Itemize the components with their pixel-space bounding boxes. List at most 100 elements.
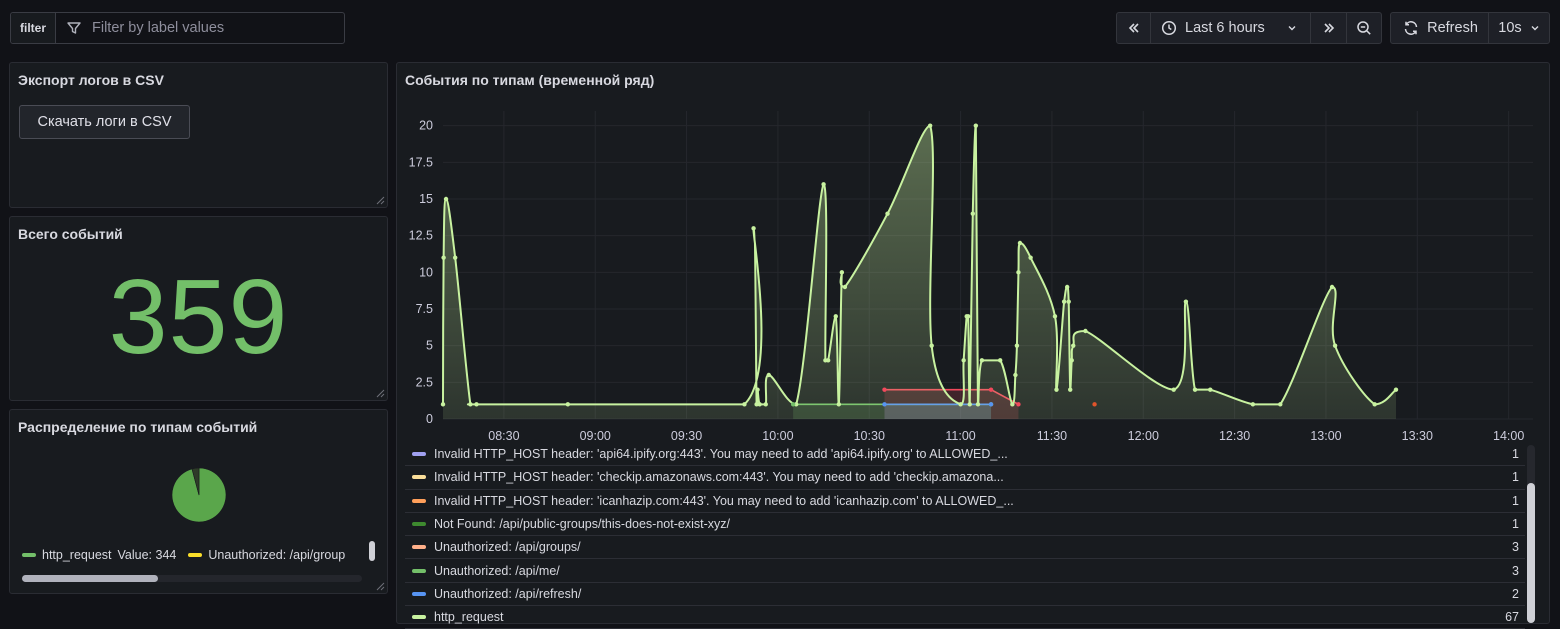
data-point[interactable]: [742, 402, 747, 407]
data-point[interactable]: [1171, 387, 1176, 392]
data-point[interactable]: [1028, 255, 1033, 260]
data-point[interactable]: [1064, 284, 1070, 290]
data-point[interactable]: [1066, 299, 1071, 304]
data-point[interactable]: [1329, 284, 1335, 290]
data-point[interactable]: [821, 182, 826, 187]
data-point[interactable]: [836, 402, 842, 407]
data-point[interactable]: [1372, 402, 1377, 407]
legend-row[interactable]: Unauthorized: /api/refresh/2: [405, 583, 1525, 607]
data-point[interactable]: [1014, 343, 1020, 348]
legend-row[interactable]: http_request 67: [405, 606, 1525, 629]
legend-series-name[interactable]: Unauthorized: /api/me/: [434, 563, 560, 578]
legend-series-name[interactable]: http_request: [434, 610, 504, 625]
filter-input[interactable]: [92, 20, 332, 36]
legend-item-label[interactable]: Unauthorized: /api/group: [208, 548, 346, 562]
data-point[interactable]: [966, 314, 971, 319]
resize-handle-icon[interactable]: [375, 195, 385, 205]
data-point[interactable]: [839, 270, 845, 275]
data-point[interactable]: [754, 402, 759, 407]
data-point[interactable]: [1017, 240, 1023, 246]
pie-slice[interactable]: [191, 467, 200, 496]
data-point[interactable]: [1013, 372, 1018, 378]
data-point[interactable]: [755, 387, 760, 392]
resize-handle-icon[interactable]: [375, 581, 385, 591]
data-point[interactable]: [1083, 328, 1088, 334]
data-point[interactable]: [1016, 270, 1021, 275]
data-point[interactable]: [967, 402, 972, 407]
data-point[interactable]: [1183, 299, 1189, 304]
data-point[interactable]: [1192, 387, 1198, 392]
data-point[interactable]: [443, 196, 449, 202]
data-point[interactable]: [882, 402, 887, 407]
time-range-picker[interactable]: Last 6 hours: [1151, 13, 1311, 43]
data-point[interactable]: [1250, 402, 1256, 407]
data-point[interactable]: [929, 343, 934, 348]
data-point[interactable]: [1069, 358, 1074, 363]
refresh-interval-picker[interactable]: 10s: [1489, 13, 1549, 43]
time-forward-button[interactable]: [1311, 13, 1347, 43]
legend-row[interactable]: Unauthorized: /api/groups/3: [405, 536, 1525, 560]
data-point[interactable]: [988, 387, 994, 392]
data-point[interactable]: [441, 255, 446, 260]
legend-row[interactable]: Not Found: /api/public-groups/this-does-…: [405, 513, 1525, 537]
data-point[interactable]: [452, 255, 458, 260]
data-point[interactable]: [988, 402, 994, 407]
refresh-button[interactable]: Refresh: [1391, 13, 1489, 43]
data-point[interactable]: [970, 211, 975, 216]
legend-scrollbar[interactable]: [1527, 483, 1535, 623]
legend-series-name[interactable]: Not Found: /api/public-groups/this-does-…: [434, 517, 730, 532]
data-point[interactable]: [1071, 343, 1076, 348]
data-point[interactable]: [885, 211, 890, 216]
legend-series-name[interactable]: Invalid HTTP_HOST header: 'api64.ipify.o…: [434, 447, 1008, 462]
time-back-button[interactable]: [1117, 13, 1151, 43]
data-point[interactable]: [842, 284, 848, 290]
legend-scrollbar[interactable]: [369, 541, 375, 561]
data-point[interactable]: [979, 358, 985, 363]
data-point[interactable]: [1208, 387, 1213, 392]
data-point[interactable]: [882, 387, 887, 392]
data-point[interactable]: [766, 372, 771, 378]
legend-row[interactable]: Invalid HTTP_HOST header: 'api64.ipify.o…: [405, 443, 1525, 467]
legend-series-name[interactable]: Invalid HTTP_HOST header: 'icanhazip.com…: [434, 493, 1014, 508]
data-point[interactable]: [825, 358, 831, 363]
data-point[interactable]: [763, 402, 768, 407]
legend-row[interactable]: Invalid HTTP_HOST header: 'checkip.amazo…: [405, 466, 1525, 490]
data-point[interactable]: [757, 402, 762, 407]
data-point[interactable]: [468, 402, 473, 407]
data-point[interactable]: [1016, 402, 1021, 407]
data-point[interactable]: [961, 358, 966, 363]
legend-series-name[interactable]: Unauthorized: /api/groups/: [434, 540, 581, 555]
timeseries-chart[interactable]: 0 2.5 5 7.5 10 12.5 15 17.5 20 08:30 09:00 09:30 10:…: [397, 103, 1549, 443]
legend-series-name[interactable]: Unauthorized: /api/refresh/: [434, 586, 582, 601]
data-point[interactable]: [1278, 402, 1283, 407]
data-point[interactable]: [474, 402, 479, 407]
data-point[interactable]: [958, 402, 963, 407]
data-point[interactable]: [1061, 299, 1067, 304]
data-point[interactable]: [1092, 402, 1097, 407]
data-point[interactable]: [565, 402, 571, 407]
data-point[interactable]: [973, 123, 979, 128]
legend-row[interactable]: Invalid HTTP_HOST header: 'icanhazip.com…: [405, 490, 1525, 513]
data-point[interactable]: [793, 402, 799, 407]
data-point[interactable]: [1052, 314, 1058, 319]
filter-input-wrap[interactable]: [56, 13, 344, 43]
data-point[interactable]: [927, 123, 933, 128]
resize-handle-icon[interactable]: [375, 388, 385, 398]
legend-series-name[interactable]: Invalid HTTP_HOST header: 'checkip.amazo…: [434, 470, 1004, 485]
data-point[interactable]: [833, 314, 838, 319]
data-point[interactable]: [997, 358, 1003, 363]
data-point[interactable]: [751, 226, 756, 231]
scrollbar-thumb[interactable]: [22, 575, 158, 582]
data-point[interactable]: [1393, 387, 1399, 392]
data-point[interactable]: [440, 402, 446, 407]
data-point[interactable]: [790, 402, 796, 407]
download-csv-button[interactable]: Скачать логи в CSV: [19, 105, 190, 139]
data-point[interactable]: [1068, 387, 1073, 392]
legend-row[interactable]: Unauthorized: /api/me/3: [405, 559, 1525, 583]
zoom-out-button[interactable]: [1347, 13, 1381, 43]
legend-item-label[interactable]: http_request: [42, 548, 112, 562]
data-point[interactable]: [1332, 343, 1338, 348]
data-point[interactable]: [1054, 387, 1059, 392]
data-point[interactable]: [1010, 402, 1015, 407]
legend-horizontal-scrollbar[interactable]: [22, 575, 362, 582]
